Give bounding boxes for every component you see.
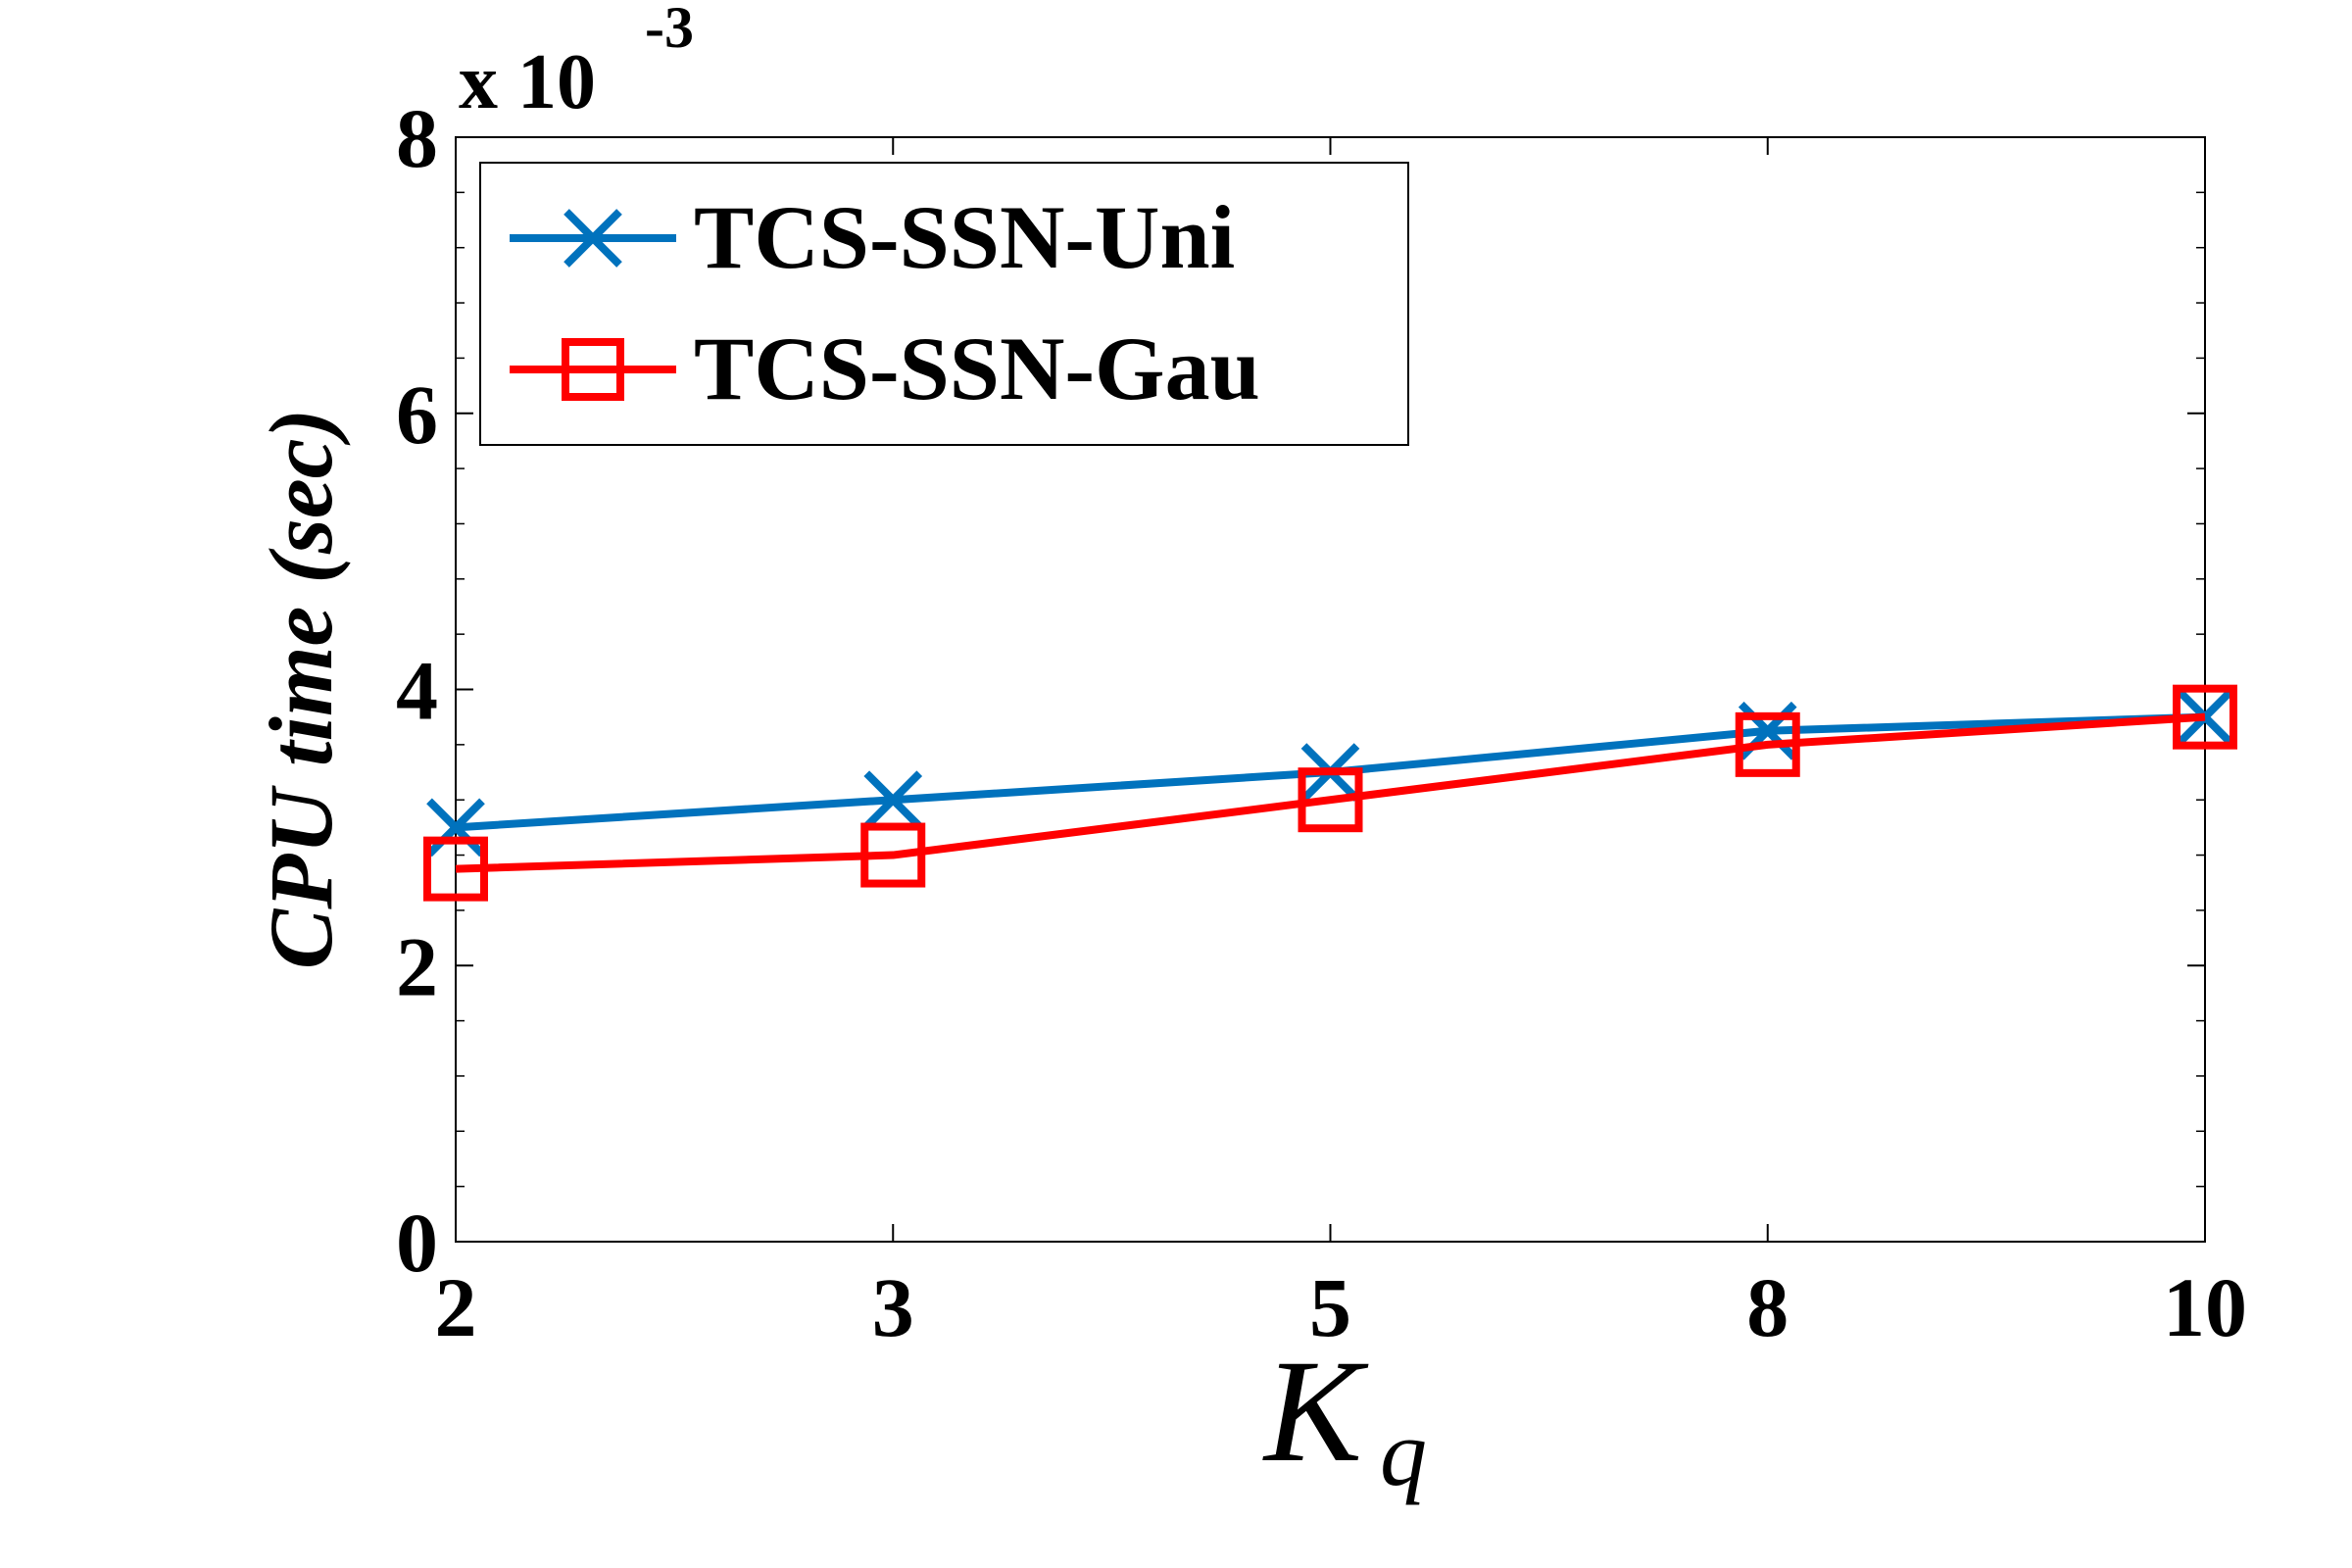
x-axis-ticks: 2 3 5 8 10 — [435, 137, 2247, 1354]
data-point-square-marker — [1735, 711, 1800, 777]
data-point-square-marker — [423, 836, 488, 902]
y-axis-ticks: 0 2 4 6 8 — [396, 91, 2205, 1290]
x-tick-label: 2 — [435, 1260, 477, 1354]
marker-stroke — [863, 770, 923, 830]
y-tick-label: 2 — [396, 919, 438, 1013]
y-tick-label: 8 — [396, 91, 438, 185]
legend-marker-gau — [562, 338, 624, 401]
legend-marker-uni — [564, 209, 622, 268]
series-line-1 — [455, 712, 2206, 873]
x-axis-label-subscript: q — [1380, 1400, 1427, 1505]
data-point-x-marker — [863, 770, 923, 830]
x-tick-label: 3 — [872, 1260, 914, 1354]
x-tick-label: 8 — [1746, 1260, 1788, 1354]
x-tick-label: 5 — [1309, 1260, 1351, 1354]
legend: TCS-SSN-Uni TCS-SSN-Gau — [479, 162, 1409, 446]
y-scale-exponent: -3 — [645, 0, 694, 60]
legend-box — [479, 162, 1409, 446]
data-point-square-marker — [1298, 767, 1363, 833]
y-tick-label: 6 — [396, 368, 438, 462]
marker-stroke — [426, 798, 485, 858]
legend-label-uni: TCS-SSN-Uni — [694, 187, 1235, 287]
x-tick-label: 10 — [2163, 1260, 2247, 1354]
data-point-square-marker — [2173, 684, 2237, 750]
series-layer — [423, 684, 2237, 902]
data-point-x-marker — [426, 798, 485, 858]
y-axis-label: CPU time (sec) — [251, 409, 351, 969]
x-axis-label: K — [1262, 1330, 1369, 1493]
y-tick-label: 0 — [396, 1196, 438, 1290]
legend-label-gau: TCS-SSN-Gau — [694, 318, 1260, 418]
y-scale-factor: x 10 — [459, 39, 596, 125]
y-tick-label: 4 — [396, 644, 438, 738]
data-point-square-marker — [860, 822, 926, 888]
